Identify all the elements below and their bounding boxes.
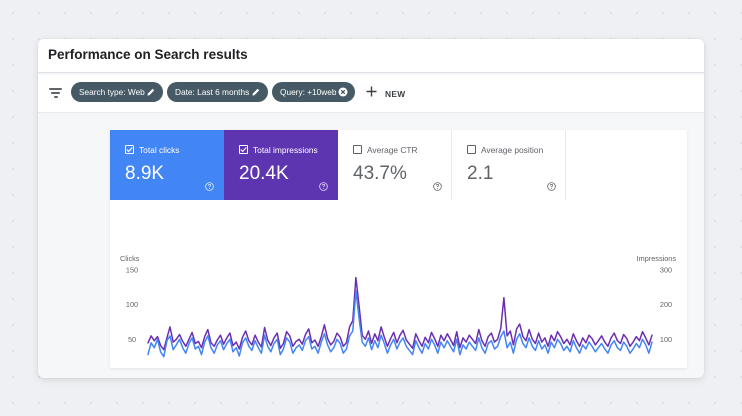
metric-label: Total clicks — [139, 145, 180, 155]
total-clicks-card[interactable]: Total clicks 8.9K — [110, 130, 224, 200]
date-chip[interactable]: Date: Last 6 months — [167, 82, 268, 102]
left-tick-label: 50 — [128, 335, 136, 344]
clicks-series-line — [147, 290, 653, 358]
left-tick-label: 150 — [126, 266, 138, 275]
edit-icon[interactable] — [251, 87, 261, 97]
chip-label: Query: +10web — [280, 87, 337, 97]
impressions-series-line — [147, 276, 653, 351]
edit-icon[interactable] — [146, 87, 156, 97]
checkbox-checked-icon[interactable] — [239, 145, 248, 154]
performance-card: Performance on Search results Search typ… — [38, 39, 704, 378]
right-tick-label: 100 — [660, 335, 672, 344]
help-icon[interactable] — [433, 182, 442, 191]
left-tick-label: 100 — [126, 300, 138, 309]
add-icon[interactable] — [365, 85, 378, 98]
help-icon[interactable] — [319, 182, 328, 191]
card-title: Performance on Search results — [48, 47, 248, 62]
checkbox-unchecked-icon[interactable] — [467, 145, 476, 154]
filter-list-icon[interactable] — [49, 88, 62, 98]
remove-circle-icon[interactable] — [338, 87, 348, 97]
help-icon[interactable] — [205, 182, 214, 191]
right-tick-label: 200 — [660, 300, 672, 309]
total-impressions-card[interactable]: Total impressions 20.4K — [224, 130, 338, 200]
right-axis-label: Impressions — [637, 254, 677, 263]
metric-value: 20.4K — [239, 163, 289, 184]
chip-label: Date: Last 6 months — [175, 87, 250, 97]
metric-label: Average CTR — [367, 145, 418, 155]
metric-label: Average position — [481, 145, 544, 155]
checkbox-unchecked-icon[interactable] — [353, 145, 362, 154]
metric-value: 2.1 — [467, 163, 494, 184]
filter-bar: Search type: Web Date: Last 6 months Que… — [38, 75, 704, 113]
average-ctr-card[interactable]: Average CTR 43.7% — [338, 130, 452, 200]
card-header: Performance on Search results — [38, 39, 704, 73]
metric-label: Total impressions — [253, 145, 318, 155]
performance-chart[interactable]: Clicks Impressions 150100500 3002001000 … — [110, 200, 687, 368]
checkbox-checked-icon[interactable] — [125, 145, 134, 154]
search-type-chip[interactable]: Search type: Web — [71, 82, 163, 102]
metric-value: 43.7% — [353, 163, 407, 184]
right-tick-label: 300 — [660, 266, 672, 275]
help-icon[interactable] — [547, 182, 556, 191]
new-filter-button[interactable]: NEW — [385, 89, 406, 99]
performance-panel: Total clicks 8.9K Total impressions 20.4… — [110, 130, 687, 368]
average-position-card[interactable]: Average position 2.1 — [452, 130, 566, 200]
metric-value: 8.9K — [125, 163, 165, 184]
chip-label: Search type: Web — [79, 87, 145, 97]
query-chip[interactable]: Query: +10web — [272, 82, 355, 102]
left-axis-label: Clicks — [120, 254, 140, 263]
